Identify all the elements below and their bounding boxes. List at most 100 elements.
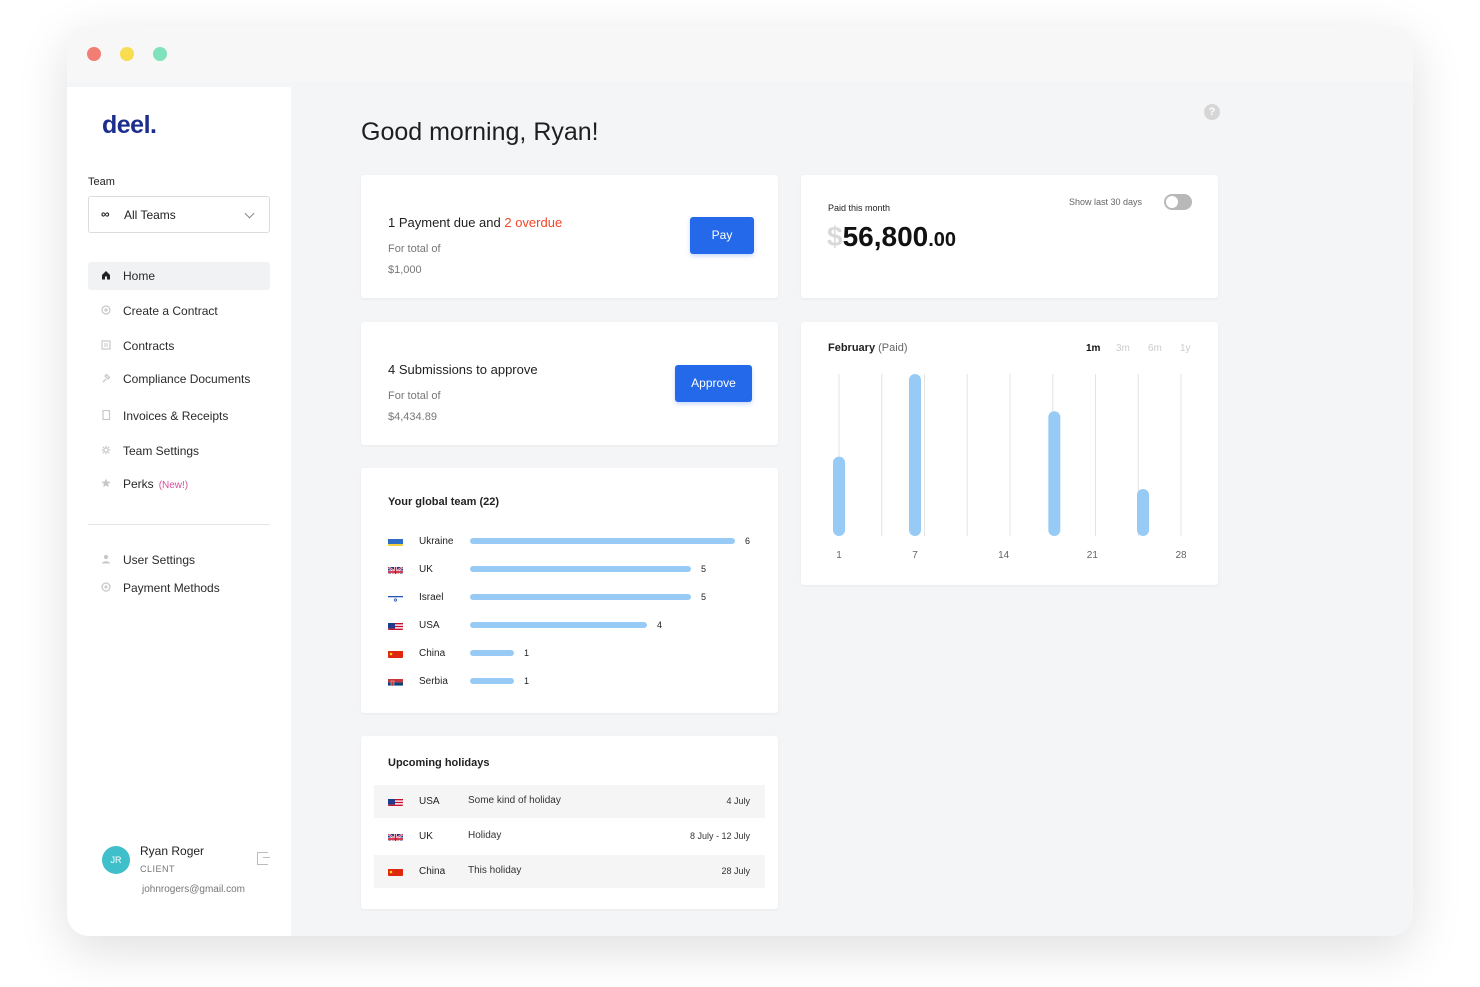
payment-due-title: 1 Payment due and <box>388 215 505 230</box>
show-last-30-days-label: Show last 30 days <box>1069 197 1143 207</box>
sidebar-item-create-contract[interactable]: Create a Contract <box>88 297 270 325</box>
usa-flag <box>388 620 403 630</box>
paid-amount: $56,800.00 <box>827 221 956 253</box>
user-icon <box>101 554 111 564</box>
holiday-row: China This holiday 28 July <box>374 855 765 888</box>
sidebar-item-home[interactable]: Home <box>88 262 270 290</box>
global-team-card: Your global team (22) Ukraine 6 UK 5 Israel 5… <box>361 468 778 713</box>
document-icon <box>101 340 111 350</box>
sidebar-item-label: User Settings <box>123 553 196 567</box>
team-count: 5 <box>701 564 707 574</box>
deel-logo[interactable]: deel. <box>102 111 157 139</box>
team-country: USA <box>419 620 440 631</box>
team-select-value: All Teams <box>124 208 176 222</box>
sidebar-item-team-settings[interactable]: Team Settings <box>88 437 270 465</box>
submissions-amount: $4,434.89 <box>388 411 437 423</box>
paid-amount-value: 56,800 <box>842 221 929 252</box>
pay-button[interactable]: Pay <box>690 217 754 254</box>
team-row: Serbia 1 <box>361 672 778 692</box>
payment-amount: $1,000 <box>388 264 422 276</box>
chart-bar[interactable] <box>1137 489 1149 536</box>
chart-bar[interactable] <box>909 374 921 536</box>
holiday-name: Some kind of holiday <box>468 795 561 806</box>
team-country: UK <box>419 564 433 575</box>
chevron-down-icon <box>244 208 255 219</box>
range-tab-6m[interactable]: 6m <box>1148 343 1162 354</box>
ukraine-flag <box>388 536 403 546</box>
sidebar-item-label: Home <box>123 269 156 283</box>
sidebar-item-user-settings[interactable]: User Settings <box>88 546 270 574</box>
team-count-bar <box>470 650 514 656</box>
title-bar <box>67 26 1413 82</box>
paid-amount-cents: .00 <box>928 229 957 251</box>
card-icon <box>101 582 111 592</box>
team-row: UK 5 <box>361 560 778 580</box>
pin-icon <box>101 373 111 383</box>
chart-x-tick: 21 <box>1087 550 1099 561</box>
user-email: johnrogers@gmail.com <box>142 884 245 895</box>
israel-flag <box>388 592 403 602</box>
infinity-icon: ∞ <box>101 207 110 221</box>
sidebar: deel. Team ∞ All Teams Home Create a Con… <box>67 87 291 936</box>
chart-bar[interactable] <box>833 456 845 536</box>
holiday-date: 4 July <box>726 796 750 806</box>
holiday-country: UK <box>419 831 433 842</box>
currency-symbol: $ <box>827 221 843 252</box>
team-count-bar <box>470 566 691 572</box>
range-tab-1m[interactable]: 1m <box>1086 343 1101 354</box>
close-window-button[interactable] <box>87 47 101 61</box>
submissions-title: 4 Submissions to approve <box>388 362 538 377</box>
serbia-flag <box>388 676 403 686</box>
range-tab-3m[interactable]: 3m <box>1116 343 1130 354</box>
team-country: Israel <box>419 592 444 603</box>
sidebar-item-invoices[interactable]: Invoices & Receipts <box>88 402 270 430</box>
sidebar-item-payment-methods[interactable]: Payment Methods <box>88 574 270 602</box>
chart-title: February <box>828 342 876 354</box>
sidebar-item-compliance[interactable]: Compliance Documents <box>88 365 270 393</box>
payment-due-card: 1 Payment due and 2 overdue For total of… <box>361 175 778 298</box>
team-count: 4 <box>657 620 663 630</box>
holiday-name: This holiday <box>468 865 522 876</box>
china-flag <box>388 866 403 876</box>
holidays-card: Upcoming holidays USA Some kind of holida… <box>361 736 778 909</box>
paid-chart-card: February (Paid) 1m 3m 6m 1y 1 7 14 21 28 <box>801 322 1218 585</box>
team-count: 1 <box>524 648 530 658</box>
team-country: China <box>419 648 446 659</box>
maximize-window-button[interactable] <box>153 47 167 61</box>
help-icon[interactable]: ? <box>1204 104 1220 120</box>
uk-flag <box>388 831 403 841</box>
team-count-bar <box>470 594 691 600</box>
logout-icon[interactable] <box>257 852 270 865</box>
paid-this-month-card: Paid this month Show last 30 days $56,80… <box>801 175 1218 298</box>
team-country: Serbia <box>419 676 448 687</box>
team-count: 1 <box>524 676 530 686</box>
submissions-card: 4 Submissions to approve For total of $4… <box>361 322 778 445</box>
minimize-window-button[interactable] <box>120 47 134 61</box>
sidebar-divider <box>88 524 270 525</box>
home-icon <box>101 270 111 280</box>
sidebar-item-perks[interactable]: Perks (New!) <box>88 470 270 498</box>
avatar[interactable]: JR <box>102 846 130 874</box>
range-tab-1y[interactable]: 1y <box>1180 343 1191 354</box>
sidebar-item-label: Invoices & Receipts <box>123 409 229 423</box>
receipt-icon <box>101 409 111 421</box>
chart-x-tick: 14 <box>998 550 1010 561</box>
approve-button[interactable]: Approve <box>675 365 752 402</box>
uk-flag <box>388 564 403 574</box>
overdue-count[interactable]: 2 overdue <box>504 215 563 230</box>
sidebar-item-contracts[interactable]: Contracts <box>88 332 270 360</box>
plus-circle-icon <box>101 305 111 315</box>
sidebar-item-label: Compliance Documents <box>123 372 251 386</box>
team-select[interactable]: ∞ All Teams <box>88 196 270 233</box>
chart-title-suffix: (Paid) <box>878 342 908 354</box>
app-window: deel. Team ∞ All Teams Home Create a Con… <box>67 26 1413 936</box>
submissions-subtitle: For total of <box>388 390 441 402</box>
show-last-30-days-toggle[interactable] <box>1164 194 1192 210</box>
team-count: 6 <box>745 536 751 546</box>
holiday-row: USA Some kind of holiday 4 July <box>374 785 765 818</box>
chart-bar[interactable] <box>1048 411 1061 536</box>
team-row: China 1 <box>361 644 778 664</box>
gear-icon <box>101 445 111 455</box>
star-icon <box>101 478 111 488</box>
sidebar-item-label: Payment Methods <box>123 581 220 595</box>
